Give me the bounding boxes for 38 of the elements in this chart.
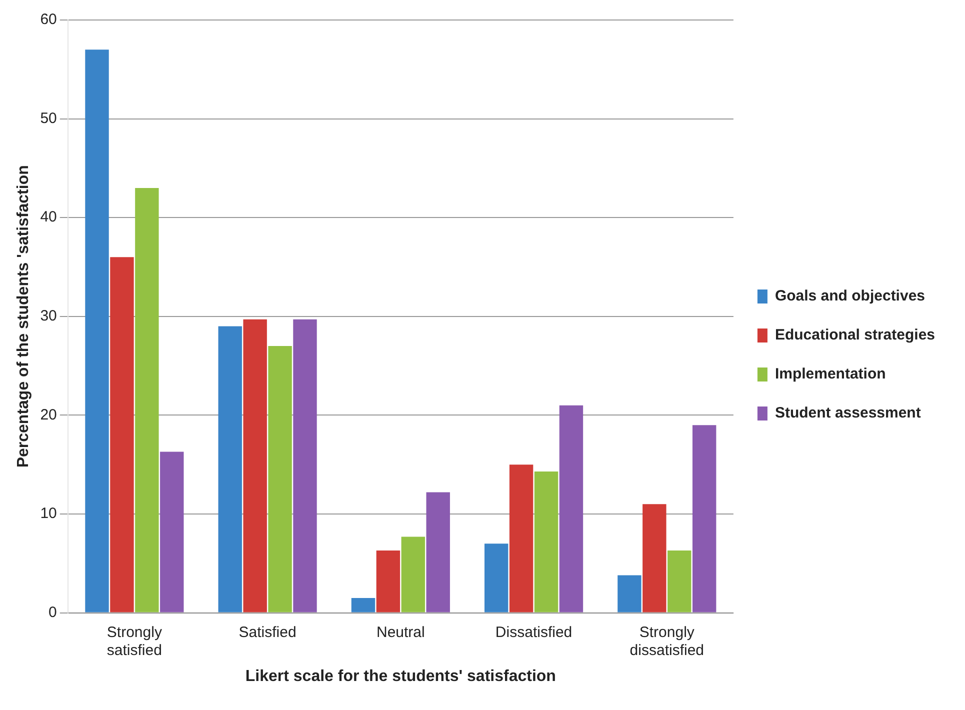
legend-label: Educational strategies: [774, 326, 936, 344]
bar: [110, 257, 134, 612]
bar: [618, 575, 642, 612]
bar: [268, 346, 292, 612]
legend-label: Goals and objectives: [774, 288, 926, 305]
bar: [351, 598, 376, 612]
bar: [160, 452, 184, 612]
bar: [559, 405, 584, 612]
bar: [401, 536, 426, 612]
x-tick-label: Strongly satisfied: [106, 624, 162, 659]
x-axis-title: Likert scale for the students' satisfaction: [245, 668, 556, 685]
y-tick-label: 0: [48, 604, 57, 621]
bar: [135, 188, 159, 612]
bar: [484, 544, 508, 612]
y-tick-label: 30: [40, 308, 57, 325]
bar: [426, 492, 450, 612]
y-tick-label: 40: [40, 208, 57, 226]
bar: [692, 425, 716, 612]
legend-label: Student assessment: [774, 404, 921, 422]
y-tick-label: 50: [40, 110, 57, 127]
bar: [218, 326, 242, 612]
bar: [534, 472, 558, 612]
bar: [243, 319, 267, 612]
bar: [509, 464, 534, 612]
x-tick-label: Neutral: [376, 624, 425, 641]
x-tick-label: Satisfied: [238, 624, 296, 641]
bar: [668, 550, 692, 612]
x-tick-label: Strongly dissatisfied: [630, 624, 704, 659]
x-tick-label: Dissatisfied: [495, 624, 572, 641]
legend-label: Implementation: [774, 366, 886, 383]
bar: [642, 504, 666, 612]
bar: [376, 550, 400, 612]
y-axis-title: Percentage of the students 'satisfaction: [15, 165, 32, 468]
bar: [293, 319, 317, 612]
y-tick-label: 10: [40, 505, 57, 522]
y-tick-label: 20: [40, 406, 57, 424]
y-tick-label: 60: [40, 11, 57, 28]
bar: [85, 50, 109, 612]
